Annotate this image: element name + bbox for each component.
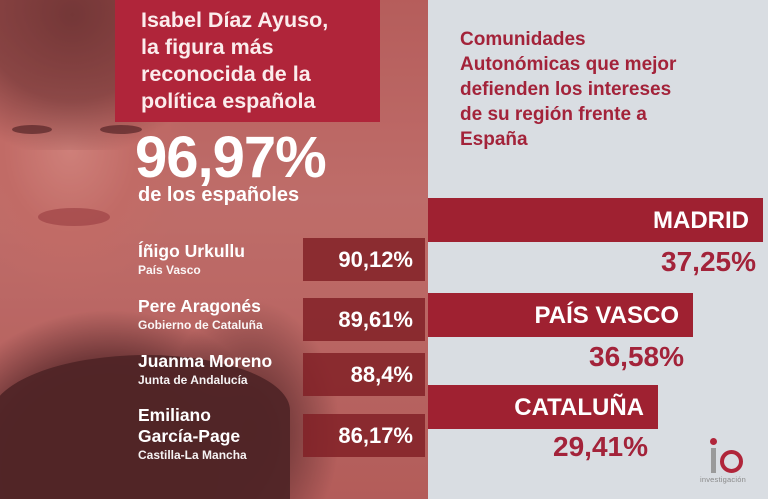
leader-item: Emiliano García-Page Castilla-La Mancha <box>138 405 247 463</box>
headline-line: Isabel Díaz Ayuso, <box>141 8 329 32</box>
leader-item: Juanma Moreno Junta de Andalucía <box>138 351 272 388</box>
portrait-lips <box>38 208 110 226</box>
headline-value: 96,97% <box>135 125 327 190</box>
bar-pais-vasco: PAÍS VASCO <box>428 293 693 337</box>
title-line: Comunidades <box>460 29 586 50</box>
bar-madrid: MADRID <box>428 198 763 242</box>
logo-dot-icon <box>710 438 717 445</box>
bar-cataluna: CATALUÑA <box>428 385 658 429</box>
logo-o-ring <box>720 450 743 473</box>
leader-name: Íñigo Urkullu <box>138 241 245 261</box>
headline-box: Isabel Díaz Ayuso, la figura más reconoc… <box>115 0 380 122</box>
leader-name: Pere Aragonés <box>138 296 261 316</box>
communities-title: Comunidades Autonómicas que mejor defien… <box>460 27 760 152</box>
leader-name: Juanma Moreno <box>138 351 273 371</box>
leader-region: Junta de Andalucía <box>138 373 248 387</box>
leader-region: País Vasco <box>138 263 201 277</box>
leader-item: Íñigo Urkullu País Vasco <box>138 241 245 278</box>
title-line: de su región frente a <box>460 104 647 125</box>
leader-region: Gobierno de Cataluña <box>138 318 263 332</box>
leader-value: 90,12% <box>303 238 425 281</box>
value-pais-vasco: 36,58% <box>589 341 684 372</box>
leader-name: Emiliano <box>138 405 211 425</box>
title-line: España <box>460 129 528 150</box>
headline-subtitle: de los españoles <box>138 184 300 206</box>
title-line: defienden los intereses <box>460 79 672 100</box>
title-line: Autonómicas que mejor <box>460 54 677 75</box>
portrait-eye-left <box>12 125 52 134</box>
leader-region: Castilla-La Mancha <box>138 448 247 462</box>
io-investigacion-logo: investigación <box>700 438 760 488</box>
leader-item: Pere Aragonés Gobierno de Cataluña <box>138 296 263 333</box>
headline-line: política española <box>141 89 316 113</box>
portrait-eye-right <box>100 125 142 134</box>
leader-value: 88,4% <box>303 353 425 396</box>
leader-value: 86,17% <box>303 414 425 457</box>
logo-i-stroke <box>711 448 716 473</box>
headline-line: reconocida de la <box>141 62 311 86</box>
logo-text: investigación <box>700 475 746 484</box>
leader-name: García-Page <box>138 426 241 446</box>
value-cataluna: 29,41% <box>553 431 648 462</box>
portrait-shirt <box>0 355 290 499</box>
leader-value: 89,61% <box>303 298 425 341</box>
value-madrid: 37,25% <box>661 246 756 277</box>
headline-line: la figura más <box>141 35 274 59</box>
